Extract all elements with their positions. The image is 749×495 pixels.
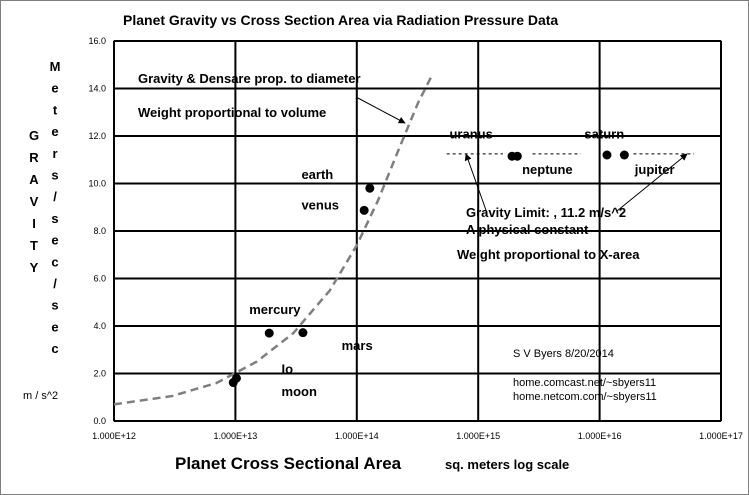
data-point bbox=[298, 328, 308, 338]
point-label: venus bbox=[301, 198, 339, 213]
y-label-letter: e bbox=[51, 233, 58, 248]
curve-note-line-2: Weight proportional to volume bbox=[138, 105, 326, 120]
x-tick-label: 1.000E+17 bbox=[699, 431, 743, 441]
y-label-letter: s bbox=[51, 168, 58, 183]
y-label-letter: c bbox=[51, 341, 58, 356]
y-tick-label: 8.0 bbox=[93, 226, 106, 236]
y-tick-labels: 0.0 2.0 4.0 6.0 8.0 10.0 12.0 14.0 16.0 bbox=[88, 36, 106, 426]
y-label-letter: A bbox=[29, 172, 39, 187]
grid bbox=[113, 40, 722, 422]
trend-curve bbox=[113, 73, 434, 406]
annotation-arrow bbox=[616, 153, 688, 212]
data-point bbox=[512, 151, 522, 161]
x-tick-label: 1.000E+15 bbox=[456, 431, 500, 441]
chart-title: Planet Gravity vs Cross Section Area via… bbox=[123, 12, 558, 28]
data-point bbox=[365, 183, 375, 193]
y-label-letter: G bbox=[29, 128, 39, 143]
y-label-letter: R bbox=[29, 150, 39, 165]
axes bbox=[113, 40, 722, 422]
point-label: mercury bbox=[249, 302, 301, 317]
x-tick-label: 1.000E+12 bbox=[92, 431, 136, 441]
x-tick-label: 1.000E+13 bbox=[214, 431, 258, 441]
y-label-letter: e bbox=[51, 319, 58, 334]
point-label: neptune bbox=[522, 162, 573, 177]
credit-author: S V Byers 8/20/2014 bbox=[513, 348, 614, 360]
point-label: saturn bbox=[584, 126, 624, 141]
x-axis-units: sq. meters log scale bbox=[445, 457, 569, 472]
credit-url-2: home.netcom.com/~sbyers11 bbox=[513, 391, 657, 403]
data-point bbox=[619, 150, 629, 160]
y-label-letter: T bbox=[30, 238, 38, 253]
point-label: jupiter bbox=[634, 162, 675, 177]
y-label-letter: e bbox=[51, 124, 58, 139]
curve-note-line-1: Gravity & Densare prop. to diameter bbox=[138, 71, 361, 86]
dashed-trend-curve bbox=[113, 73, 434, 406]
x-axis-title: Planet Cross Sectional Area bbox=[175, 454, 402, 473]
y-tick-label: 12.0 bbox=[88, 131, 106, 141]
y-tick-label: 2.0 bbox=[93, 369, 106, 379]
limit-note-line-3: Weight proportional to X-area bbox=[457, 247, 640, 262]
data-point bbox=[359, 205, 369, 215]
y-label-letter: t bbox=[53, 102, 58, 117]
y-label-letter: r bbox=[52, 146, 57, 161]
y-label-letter: c bbox=[51, 254, 58, 269]
y-tick-label: 6.0 bbox=[93, 274, 106, 284]
limit-note-line-1: Gravity Limit: , 11.2 m/s^2 bbox=[466, 205, 626, 220]
limit-note-line-2: A physical constant bbox=[466, 222, 589, 237]
point-label: mars bbox=[342, 338, 373, 353]
y-label-letter: I bbox=[32, 216, 36, 231]
data-points bbox=[228, 150, 629, 388]
y-label-letter: V bbox=[30, 194, 39, 209]
annotation-arrow bbox=[464, 153, 488, 214]
annotation-arrows bbox=[355, 96, 688, 214]
data-point bbox=[602, 150, 612, 160]
annotation-arrow bbox=[355, 96, 406, 124]
y-tick-label: 0.0 bbox=[93, 416, 106, 426]
y-label-letter: e bbox=[51, 81, 58, 96]
y-label-letter: / bbox=[53, 189, 57, 204]
y-tick-label: 10.0 bbox=[88, 179, 106, 189]
point-labels: mercury mars Io moon earth venus uranus neptune… bbox=[249, 126, 674, 399]
data-point bbox=[264, 328, 274, 338]
point-label: moon bbox=[282, 384, 317, 399]
x-tick-label: 1.000E+16 bbox=[578, 431, 622, 441]
y-label-letter: Y bbox=[30, 260, 39, 275]
credit-url-1: home.comcast.net/~sbyers11 bbox=[513, 377, 656, 389]
y-axis-units: m / s^2 bbox=[23, 390, 58, 402]
y-tick-label: 16.0 bbox=[88, 36, 106, 46]
y-label-letter: M bbox=[50, 59, 61, 74]
y-label-letter: s bbox=[51, 211, 58, 226]
y-tick-label: 4.0 bbox=[93, 321, 106, 331]
x-tick-labels: 1.000E+12 1.000E+13 1.000E+14 1.000E+15 1.00… bbox=[92, 431, 743, 441]
point-label: uranus bbox=[449, 126, 492, 141]
y-tick-label: 14.0 bbox=[88, 84, 106, 94]
y-label-letter: / bbox=[53, 276, 57, 291]
data-point bbox=[231, 373, 241, 383]
point-label: earth bbox=[301, 167, 333, 182]
y-label-letter: s bbox=[51, 298, 58, 313]
plot-border bbox=[113, 40, 722, 422]
x-tick-label: 1.000E+14 bbox=[335, 431, 379, 441]
point-label: Io bbox=[282, 362, 294, 377]
